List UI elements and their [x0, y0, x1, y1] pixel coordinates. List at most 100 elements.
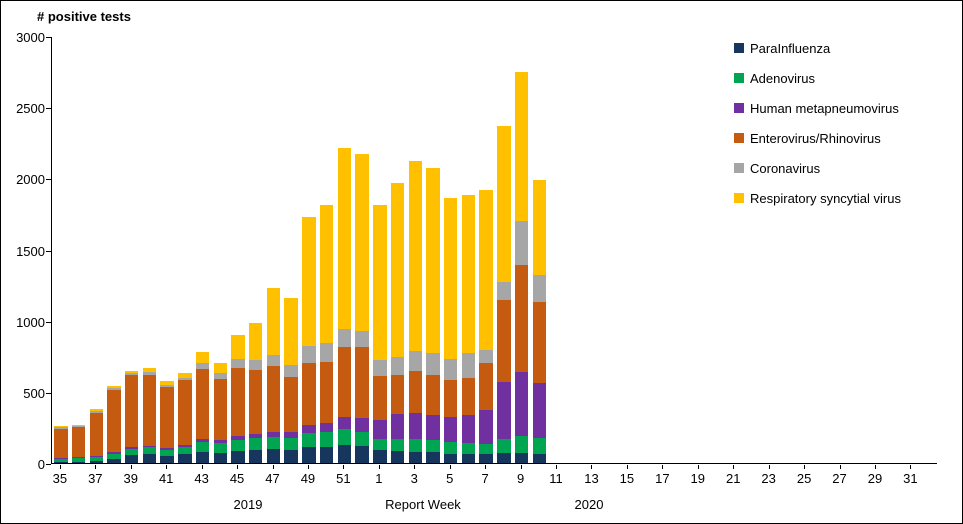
bar-segment-enterovirus-rhinovirus: [142, 374, 157, 446]
x-axis-tick: [414, 465, 416, 469]
bar-segment-enterovirus-rhinovirus: [125, 375, 139, 448]
x-axis-tick: [874, 465, 876, 469]
bar-segment-adenovirus: [249, 438, 263, 451]
x-axis-title: Report Week: [385, 497, 461, 512]
bar-segment-human-metapneumovirus: [125, 447, 139, 449]
bar-segment-adenovirus: [373, 438, 387, 451]
bar-segment-coronavirus: [319, 343, 334, 362]
x-axis-tick: [378, 465, 380, 469]
bar-segment-enterovirus-rhinovirus: [443, 379, 458, 418]
x-axis-tick: [449, 465, 451, 469]
y-axis-tick: [46, 179, 51, 181]
bar-segment-adenovirus: [71, 458, 86, 462]
legend: ParaInfluenza Adenovirus Human metapneumov…: [734, 41, 901, 221]
bar-segment-coronavirus: [71, 426, 86, 428]
bar-segment-respiratory-syncytial-virus: [408, 161, 422, 351]
bar-segment-parainfluenza: [142, 454, 157, 463]
bar-segment-human-metapneumovirus: [514, 371, 529, 436]
bar-2019-w44: [213, 363, 228, 463]
bar-2019-w51: [337, 148, 352, 463]
bar-segment-human-metapneumovirus: [89, 455, 104, 457]
x-axis-tick-label: 35: [52, 471, 68, 486]
x-axis-tick: [307, 465, 309, 469]
bar-segment-respiratory-syncytial-virus: [461, 195, 476, 354]
bar-segment-coronavirus: [231, 359, 245, 368]
x-axis-tick: [130, 465, 132, 469]
bar-2020-w07: [479, 189, 493, 463]
x-axis-tick: [733, 465, 735, 469]
x-axis-tick-label: 45: [229, 471, 245, 486]
x-axis-tick: [910, 465, 912, 469]
bar-segment-respiratory-syncytial-virus: [514, 71, 529, 222]
x-axis-tick: [556, 465, 558, 469]
bar-segment-human-metapneumovirus: [71, 457, 86, 459]
bar-segment-human-metapneumovirus: [373, 420, 387, 439]
bar-2020-w09: [514, 71, 529, 463]
bar-segment-coronavirus: [89, 411, 104, 413]
bar-segment-parainfluenza: [71, 461, 86, 463]
bar-segment-enterovirus-rhinovirus: [160, 386, 174, 449]
bar-segment-coronavirus: [479, 349, 493, 364]
bar-segment-coronavirus: [160, 384, 174, 387]
bar-segment-respiratory-syncytial-virus: [479, 189, 493, 350]
x-axis-tick: [662, 465, 664, 469]
bar-segment-enterovirus-rhinovirus: [319, 361, 334, 424]
bar-segment-coronavirus: [142, 371, 157, 375]
bar-segment-coronavirus: [514, 221, 529, 266]
bar-segment-enterovirus-rhinovirus: [532, 302, 547, 383]
bar-segment-adenovirus: [319, 432, 334, 447]
bar-segment-coronavirus: [355, 331, 369, 348]
bar-segment-respiratory-syncytial-virus: [142, 368, 157, 372]
bar-segment-human-metapneumovirus: [160, 448, 174, 450]
bar-segment-human-metapneumovirus: [266, 431, 281, 437]
bar-segment-parainfluenza: [373, 450, 387, 463]
bar-segment-adenovirus: [231, 439, 245, 451]
bar-segment-coronavirus: [443, 359, 458, 380]
bar-2019-w39: [125, 370, 139, 463]
legend-item-parainfluenza: ParaInfluenza: [734, 41, 901, 56]
bar-segment-human-metapneumovirus: [461, 415, 476, 444]
legend-item-respiratory-syncytial-virus: Respiratory syncytial virus: [734, 191, 901, 206]
bar-2019-w41: [160, 381, 174, 463]
bar-segment-respiratory-syncytial-virus: [532, 179, 547, 276]
bar-segment-adenovirus: [54, 458, 68, 462]
bar-segment-adenovirus: [125, 448, 139, 456]
bar-segment-parainfluenza: [213, 453, 228, 463]
bar-segment-human-metapneumovirus: [390, 413, 405, 439]
bar-segment-enterovirus-rhinovirus: [461, 377, 476, 416]
bar-segment-parainfluenza: [125, 455, 139, 463]
x-axis-tick-label: 41: [158, 471, 174, 486]
bar-segment-adenovirus: [390, 438, 405, 451]
bar-segment-enterovirus-rhinovirus: [479, 363, 493, 411]
bar-segment-adenovirus: [337, 428, 352, 445]
bar-segment-adenovirus: [178, 446, 192, 455]
bar-segment-human-metapneumovirus: [142, 445, 157, 448]
bar-2019-w49: [302, 216, 316, 463]
bar-segment-adenovirus: [266, 436, 281, 450]
legend-swatch-adenovirus: [734, 73, 744, 83]
x-axis-tick-label: 39: [123, 471, 138, 486]
bar-2019-w46: [249, 322, 263, 463]
x-axis-tick: [485, 465, 487, 469]
x-axis-tick: [272, 465, 274, 469]
bar-segment-adenovirus: [89, 456, 104, 461]
x-axis-tick-label: 29: [867, 471, 883, 486]
bar-segment-adenovirus: [461, 443, 476, 455]
x-axis-tick-label: 17: [655, 471, 670, 486]
bar-2020-w01: [373, 205, 387, 463]
bar-2020-w05: [443, 198, 458, 463]
x-axis-tick: [768, 465, 770, 469]
legend-item-coronavirus: Coronavirus: [734, 161, 901, 176]
bar-segment-parainfluenza: [284, 450, 298, 463]
bar-segment-parainfluenza: [479, 454, 493, 463]
bar-segment-adenovirus: [284, 438, 298, 451]
bar-segment-human-metapneumovirus: [213, 440, 228, 444]
bar-segment-parainfluenza: [426, 452, 440, 463]
x-axis-tick-label: 37: [88, 471, 103, 486]
x-axis-tick: [591, 465, 593, 469]
x-axis-tick-label: 3: [410, 471, 418, 486]
y-axis-tick: [46, 250, 51, 252]
bar-segment-respiratory-syncytial-virus: [107, 386, 121, 389]
bar-segment-enterovirus-rhinovirus: [408, 371, 422, 413]
